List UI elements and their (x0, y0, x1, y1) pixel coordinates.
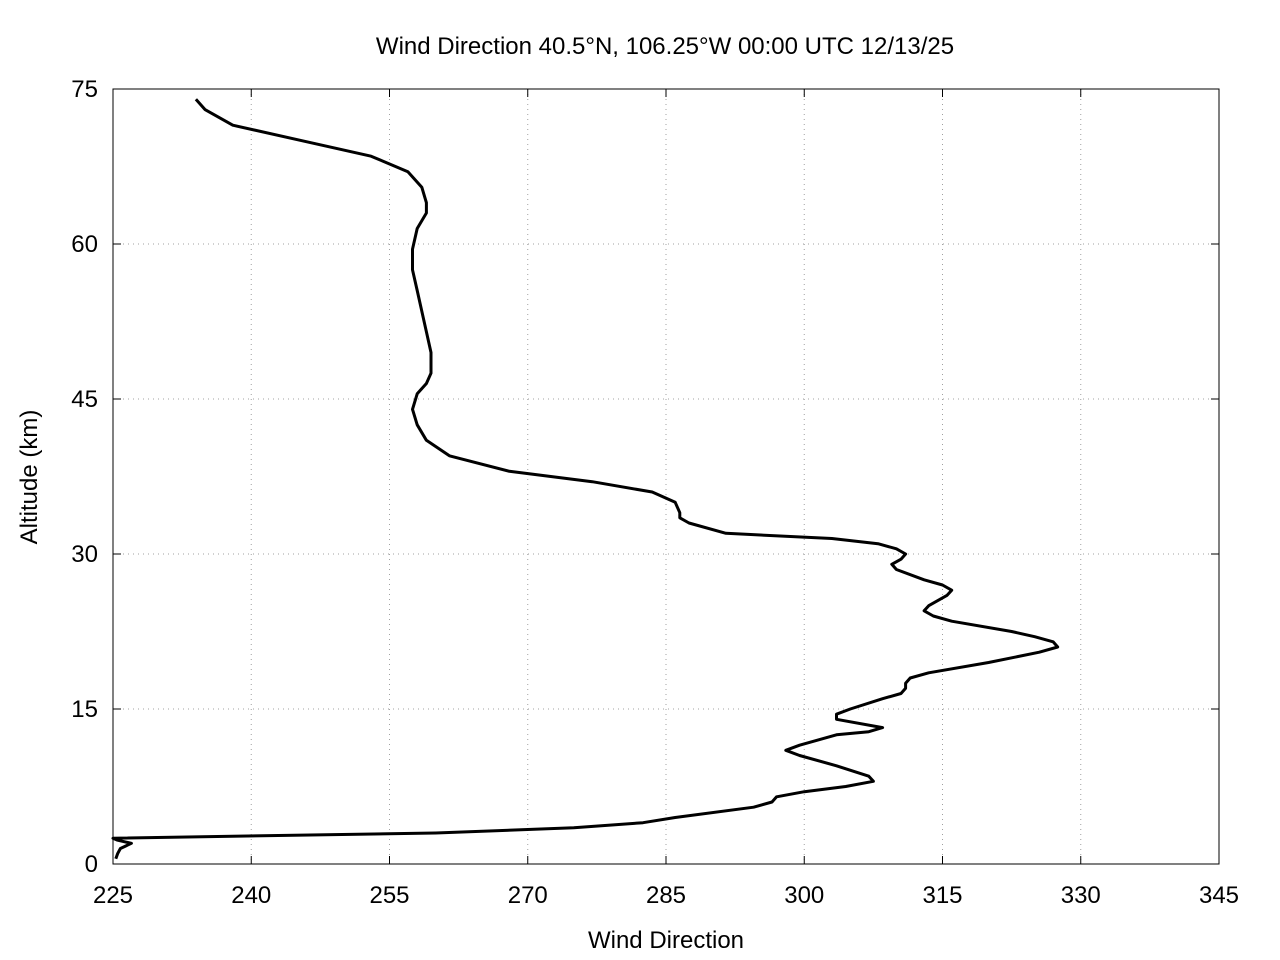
grid-lines (113, 89, 1219, 864)
x-tick-label: 225 (93, 882, 133, 909)
y-tick-label: 75 (71, 76, 98, 103)
x-tick-label: 285 (646, 882, 686, 909)
y-axis-label: Altitude (km) (16, 410, 43, 545)
x-tick-label: 330 (1061, 882, 1101, 909)
y-tick-label: 15 (71, 696, 98, 723)
x-tick-label: 300 (784, 882, 824, 909)
x-tick-labels: 225 240 255 270 285 300 315 330 345 (93, 882, 1239, 909)
y-tick-label: 30 (71, 541, 98, 568)
plot-frame (112, 88, 1220, 865)
x-axis-label: Wind Direction (588, 927, 744, 954)
x-tick-label: 345 (1199, 882, 1239, 909)
axis-ticks (112, 88, 1220, 865)
chart-title: Wind Direction 40.5°N, 106.25°W 00:00 UT… (376, 33, 954, 60)
y-tick-label: 60 (71, 231, 98, 258)
x-tick-label: 240 (231, 882, 271, 909)
y-tick-labels: 0 15 30 45 60 75 (71, 76, 98, 878)
y-tick-label: 45 (71, 386, 98, 413)
y-tick-label: 0 (85, 851, 98, 878)
x-tick-label: 315 (922, 882, 962, 909)
x-tick-label: 270 (508, 882, 548, 909)
x-tick-label: 255 (369, 882, 409, 909)
wind-direction-line (111, 98, 1060, 860)
